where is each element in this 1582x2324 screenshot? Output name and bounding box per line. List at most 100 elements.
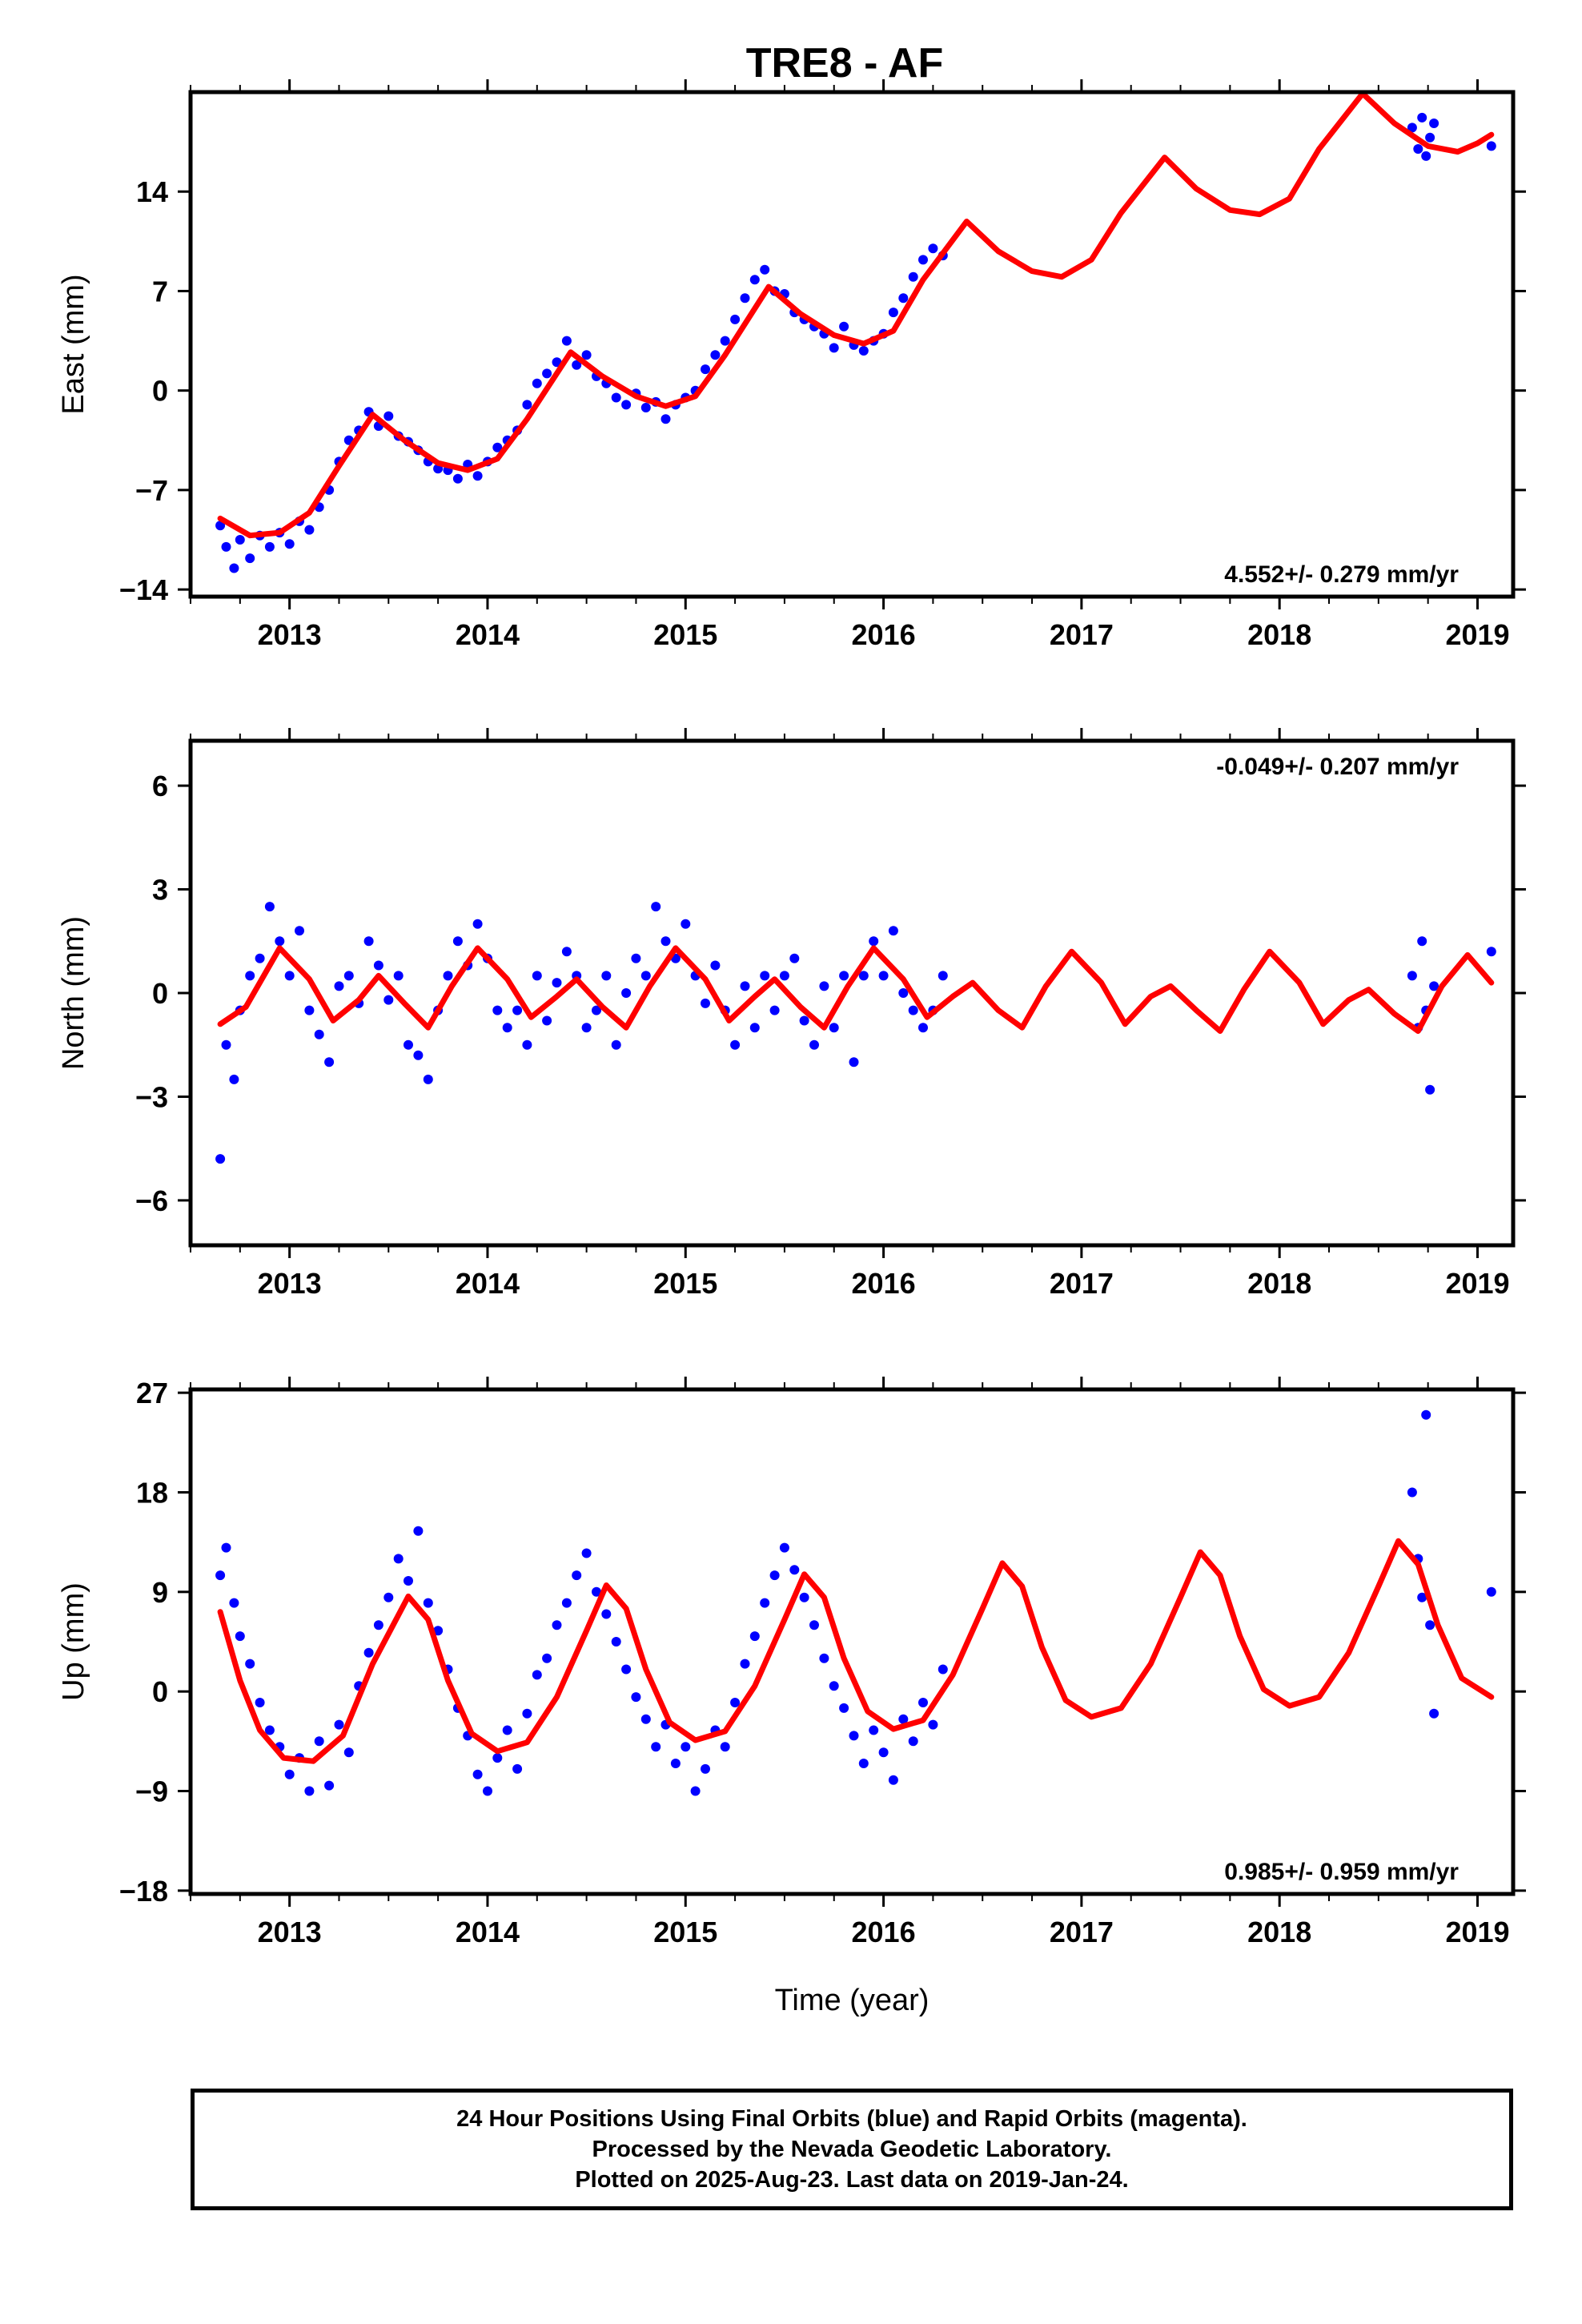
up-data-point — [221, 1542, 231, 1553]
up-data-point — [343, 1747, 354, 1758]
east-y-tick-label: 14 — [136, 175, 168, 208]
north-data-point — [295, 926, 304, 936]
north-data-point — [898, 988, 909, 998]
up-data-point — [730, 1698, 741, 1707]
north-data-point — [918, 1023, 928, 1033]
up-data-point — [888, 1775, 898, 1785]
up-data-point — [433, 1626, 444, 1636]
east-data-point — [1413, 144, 1423, 154]
north-data-point — [819, 981, 829, 991]
north-data-point — [878, 971, 889, 981]
east-data-point — [1407, 123, 1417, 133]
north-data-point — [502, 1023, 512, 1033]
north-data-point — [343, 971, 354, 981]
east-data-point — [839, 321, 849, 332]
east-data-point — [215, 521, 226, 531]
east-y-tick-label: −7 — [135, 474, 168, 507]
up-data-point — [561, 1598, 572, 1608]
north-data-point — [221, 1039, 231, 1050]
north-data-point — [858, 971, 869, 981]
east-data-point — [928, 243, 938, 254]
up-data-point — [324, 1780, 335, 1791]
east-data-point — [710, 350, 721, 360]
up-data-point — [690, 1786, 701, 1796]
up-data-point — [512, 1763, 523, 1774]
east-ylabel: East (mm) — [57, 274, 90, 414]
up-data-point — [878, 1747, 889, 1758]
east-data-point — [898, 293, 909, 304]
north-data-point — [908, 1005, 918, 1015]
east-model-line — [217, 92, 1495, 539]
north-data-point — [651, 902, 661, 912]
north-data-point — [373, 960, 383, 971]
north-data-point — [512, 1005, 523, 1015]
north-data-point — [284, 971, 295, 981]
north-data-point — [552, 978, 562, 988]
east-data-point — [304, 525, 315, 535]
north-data-point — [472, 919, 483, 929]
east-plot-frame — [188, 90, 1516, 599]
north-data-point — [413, 1050, 424, 1060]
east-data-point — [522, 400, 532, 410]
up-data-point — [304, 1786, 315, 1796]
up-data-point — [532, 1670, 542, 1680]
east-data-point — [701, 364, 710, 375]
up-data-point — [651, 1742, 661, 1752]
up-data-point — [829, 1681, 839, 1691]
north-data-point — [611, 1039, 621, 1050]
north-data-point — [888, 926, 898, 936]
up-data-point — [789, 1565, 800, 1575]
north-scatter-points — [215, 902, 1496, 1164]
north-data-point — [245, 971, 255, 981]
east-data-point — [492, 442, 503, 452]
north-x-tick-label: 2015 — [653, 1267, 717, 1300]
panel-east: 2013 2014 2015 2016 2017 2018 2019 −14 −7 0 7 14 Ea… — [57, 79, 1526, 651]
up-data-point — [819, 1653, 829, 1663]
east-data-point — [264, 541, 275, 552]
up-x-tick-label: 2019 — [1445, 1916, 1509, 1948]
north-data-point — [492, 1005, 503, 1015]
north-data-point — [710, 960, 721, 971]
north-data-point — [779, 971, 789, 981]
up-x-tick-label: 2017 — [1050, 1916, 1114, 1948]
north-data-point — [661, 936, 671, 947]
up-data-point — [760, 1598, 770, 1608]
north-data-point — [592, 1005, 601, 1015]
up-x-tick-label: 2015 — [653, 1916, 717, 1948]
up-model-line — [217, 1538, 1495, 1764]
east-x-tick-label: 2014 — [456, 618, 520, 651]
up-ticks: 2013 2014 2015 2016 2017 2018 2019 −18 −9 0 9 18 27 — [119, 1377, 1526, 1948]
up-data-point — [393, 1554, 404, 1564]
north-plot-frame — [188, 738, 1516, 1248]
north-data-point — [404, 1039, 413, 1050]
up-y-tick-label: 27 — [136, 1377, 168, 1409]
east-data-point — [532, 378, 542, 388]
north-data-point — [423, 1074, 433, 1084]
east-data-point — [908, 271, 918, 282]
up-data-point — [1429, 1708, 1439, 1719]
up-data-point — [229, 1598, 239, 1608]
east-data-point — [858, 346, 869, 356]
up-data-point — [245, 1659, 255, 1669]
east-x-tick-label: 2019 — [1445, 618, 1509, 651]
north-data-point — [601, 971, 612, 981]
up-data-point — [769, 1570, 780, 1581]
north-data-point — [769, 1005, 780, 1015]
up-data-point — [404, 1576, 413, 1586]
up-data-point — [502, 1725, 512, 1735]
north-data-point — [264, 902, 275, 912]
north-data-point — [393, 971, 404, 981]
up-y-tick-label: 0 — [152, 1675, 168, 1708]
east-data-point — [561, 336, 572, 346]
up-data-point — [681, 1742, 691, 1752]
up-data-point — [898, 1714, 909, 1724]
north-data-point — [730, 1039, 741, 1050]
up-scatter-points — [215, 1409, 1496, 1796]
east-data-point — [918, 255, 928, 265]
north-data-point — [849, 1057, 859, 1068]
east-data-point — [452, 473, 463, 484]
east-y-tick-label: −14 — [119, 573, 168, 606]
up-data-point — [1407, 1487, 1417, 1498]
up-data-point — [492, 1753, 503, 1763]
